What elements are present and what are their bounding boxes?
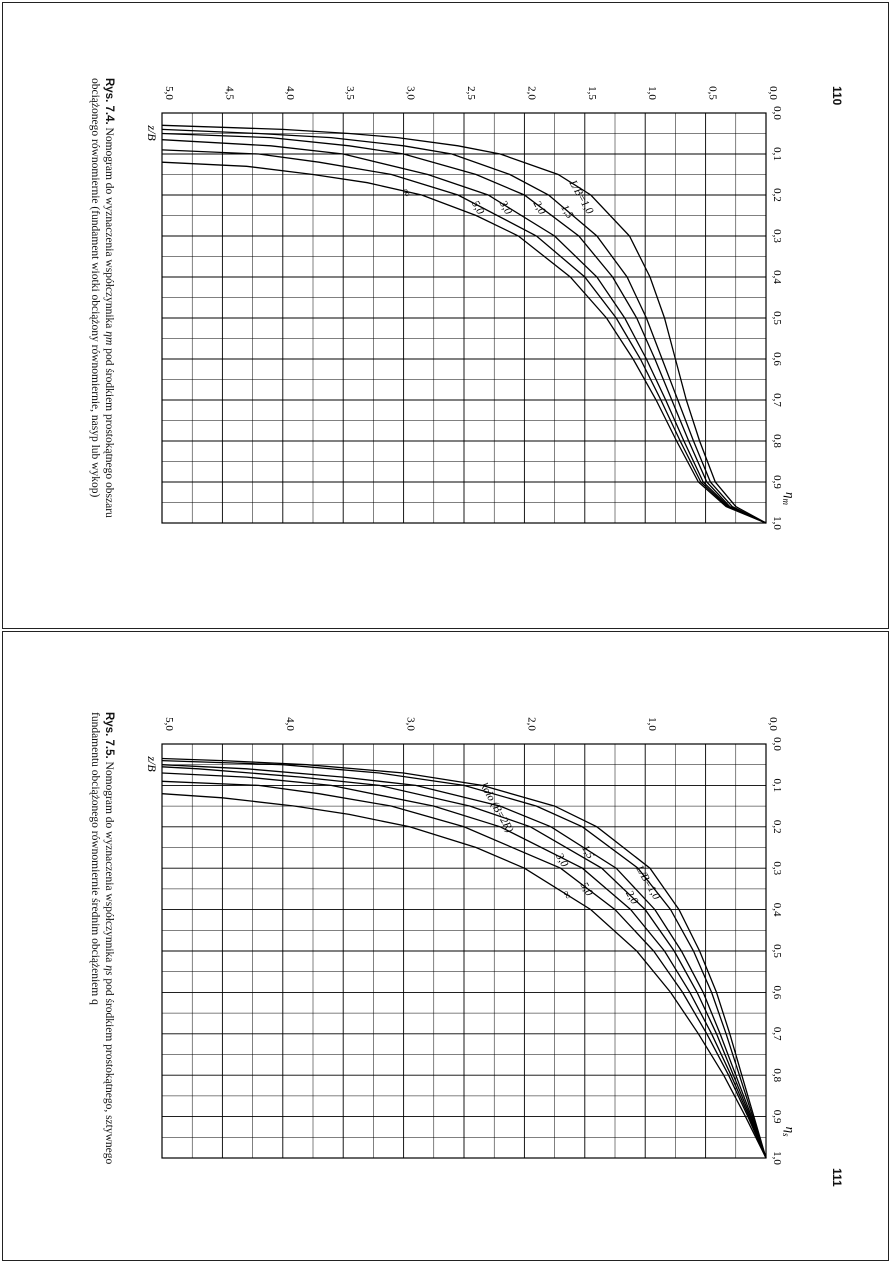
caption-text-line1-post: pod środkiem prostokątnego obszaru <box>103 345 115 518</box>
caption-rys-7-4: Rys. 7.4. Nomogram do wyznaczenia współc… <box>88 78 116 618</box>
page-111-frame <box>2 631 889 1261</box>
caption-text-line2: fundamentu obciążonego równomiernie śred… <box>89 712 101 1005</box>
caption-symbol: η <box>103 965 115 972</box>
caption-rys-7-5: Rys. 7.5. Nomogram do wyznaczenia współc… <box>88 712 116 1187</box>
caption-text-line2: obciążonego równomiernie (fundament wiot… <box>89 78 101 498</box>
page-number-110: 110 <box>830 86 844 106</box>
caption-symbol-sub: m <box>103 337 115 346</box>
caption-text-line1-pre: Nomogram do wyznaczenia współczynnika <box>103 761 115 966</box>
caption-symbol-sub: s <box>103 971 115 976</box>
caption-symbol: η <box>103 331 115 338</box>
caption-text-line1-post: pod środkiem prostokątnego, sztywnego <box>103 975 115 1165</box>
page-number-111: 111 <box>830 1168 844 1187</box>
caption-text-line1-pre: Nomogram do wyznaczenia współczynnika <box>103 127 115 332</box>
caption-figure-label: Rys. 7.4. <box>103 78 115 125</box>
caption-figure-label: Rys. 7.5. <box>103 712 115 759</box>
page-110-frame <box>2 2 889 629</box>
